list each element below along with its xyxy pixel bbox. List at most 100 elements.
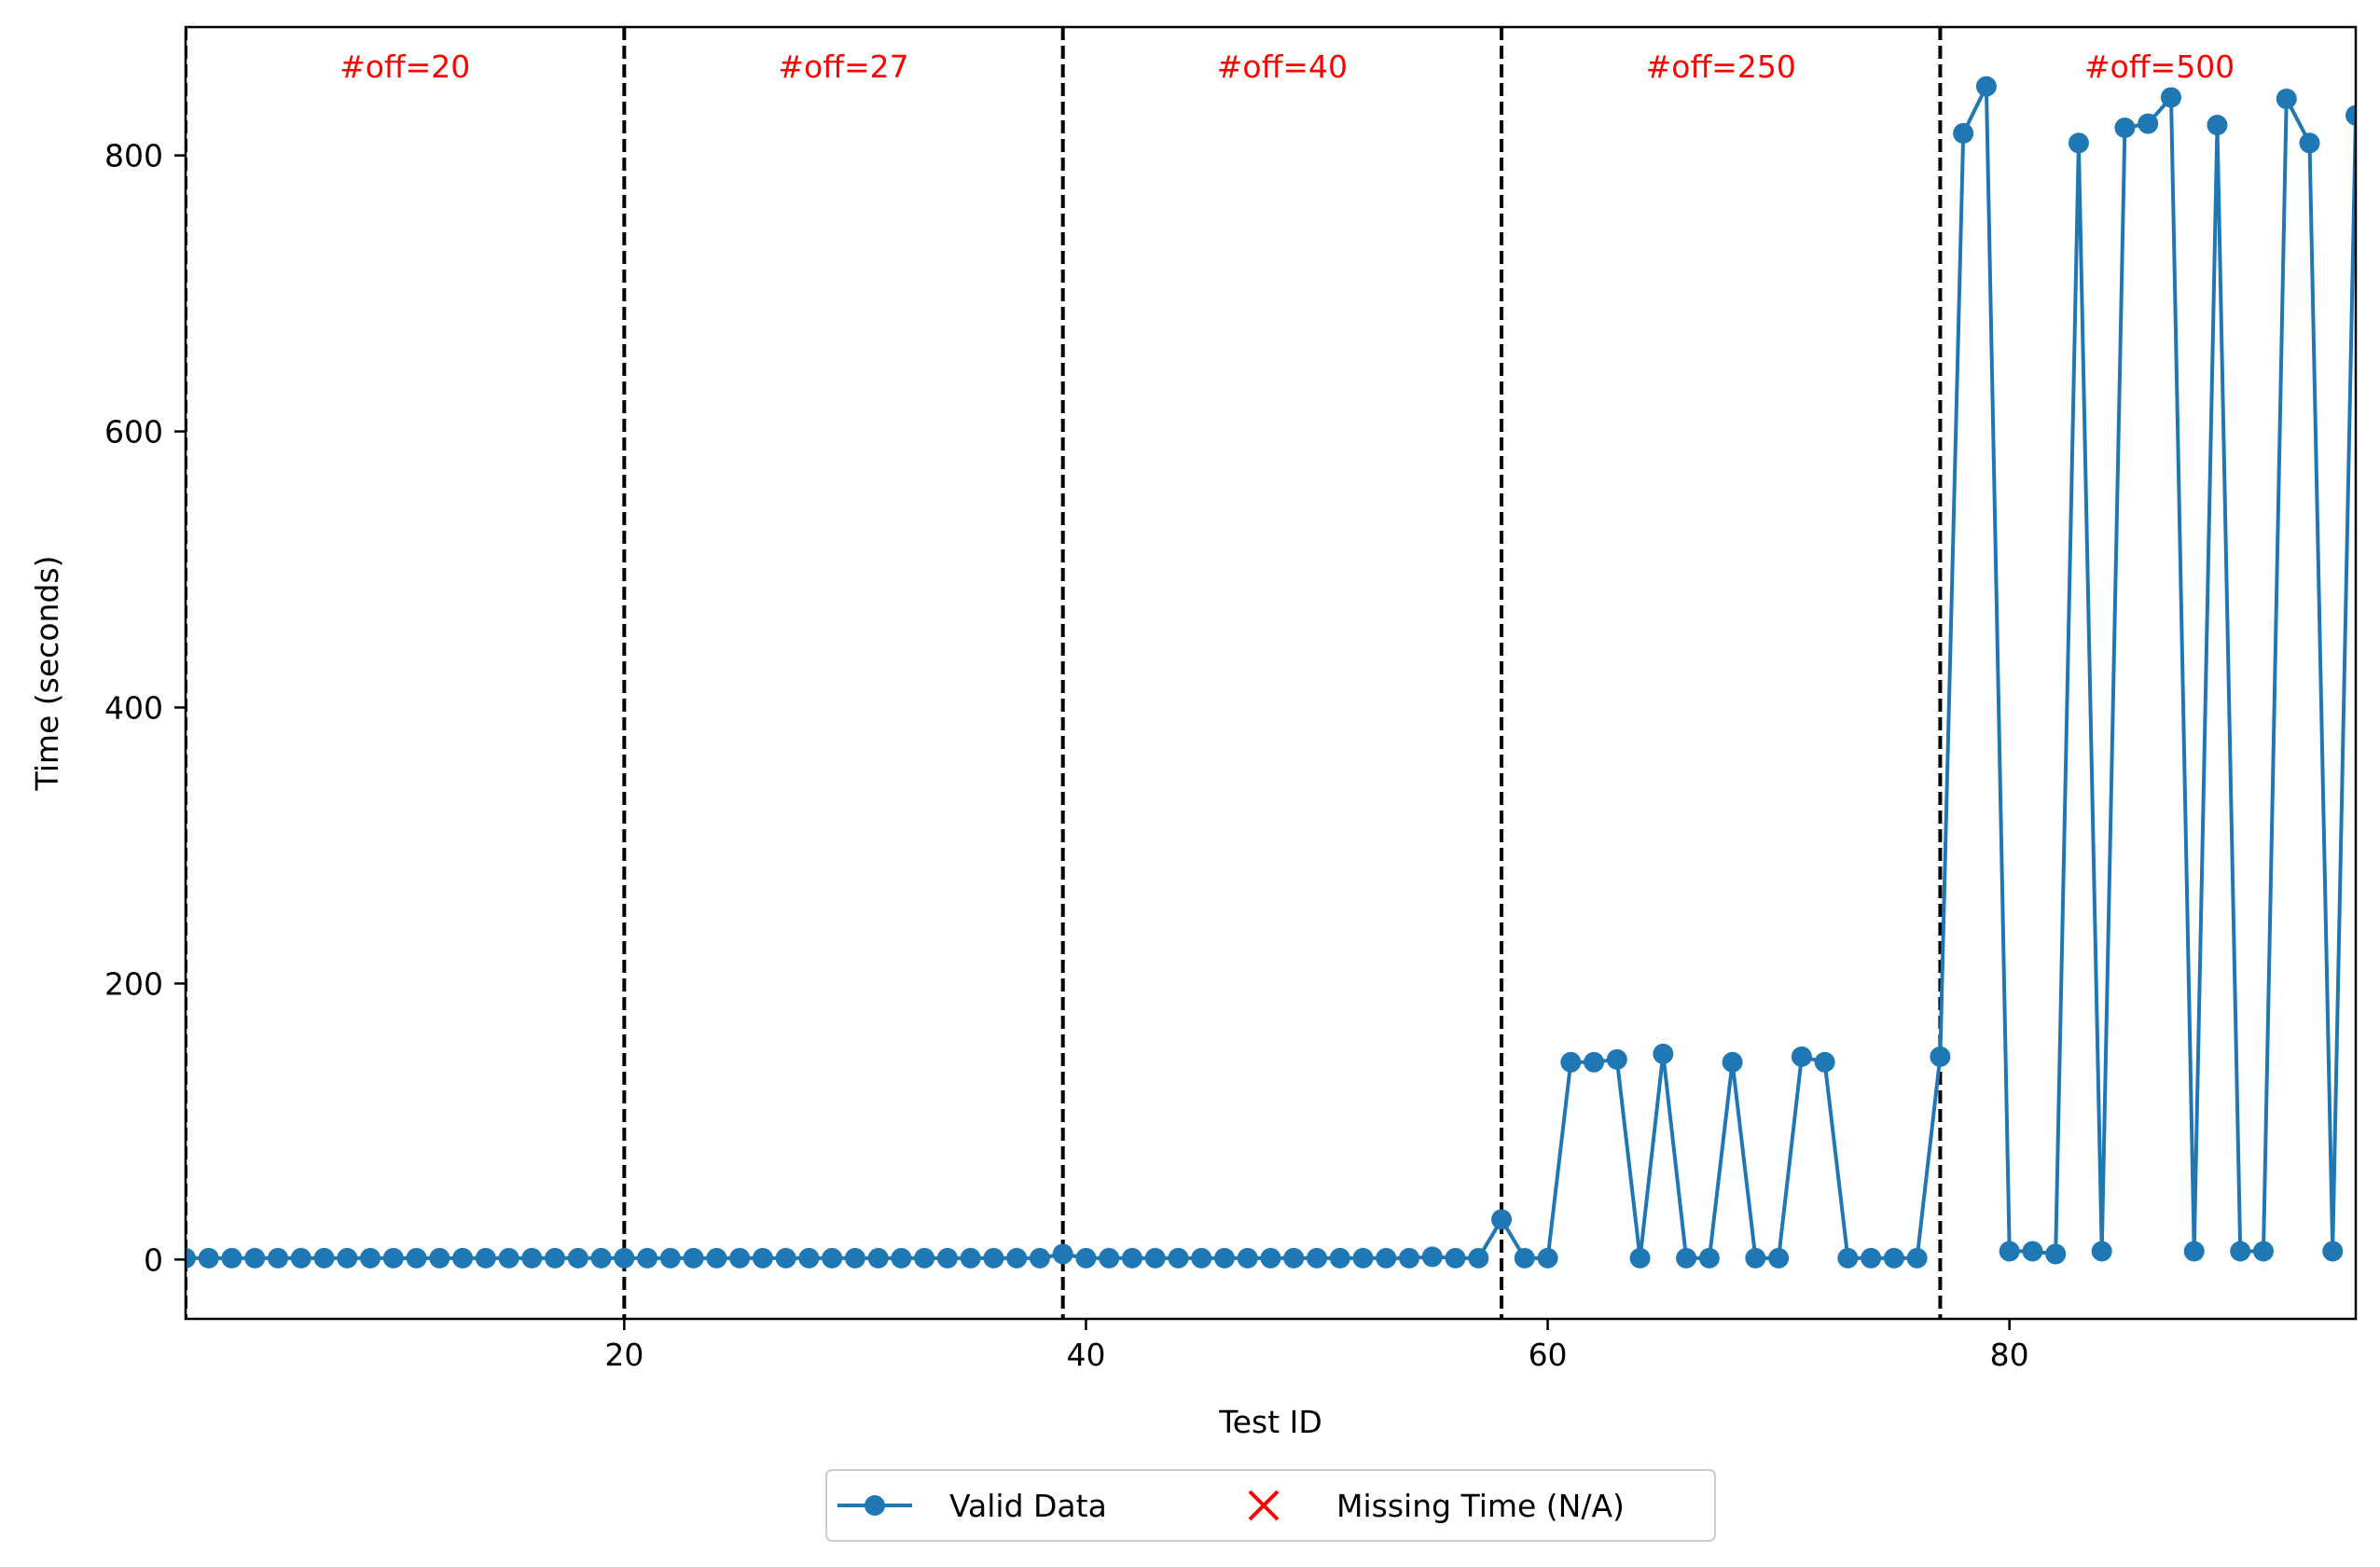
region-label: #off=500: [2084, 49, 2235, 85]
valid-data-point: [406, 1247, 427, 1269]
valid-data-point: [567, 1247, 588, 1269]
valid-data-point: [891, 1247, 912, 1269]
valid-data-point: [2183, 1241, 2205, 1262]
region-label: #off=27: [778, 49, 908, 85]
region-label: #off=40: [1217, 49, 1348, 85]
valid-data-point: [268, 1247, 289, 1269]
valid-data-point: [2252, 1241, 2274, 1262]
valid-data-point: [2160, 87, 2181, 108]
valid-data-point: [1213, 1247, 1235, 1269]
valid-data-point: [1399, 1247, 1420, 1269]
valid-data-point: [2299, 132, 2320, 154]
valid-data-point: [2345, 104, 2356, 126]
valid-data-point: [186, 1247, 196, 1269]
valid-data-point: [1814, 1051, 1835, 1073]
y-tick-label: 600: [104, 414, 163, 451]
valid-data-point: [590, 1247, 612, 1269]
valid-data-point: [1029, 1247, 1050, 1269]
valid-data-point: [1052, 1243, 1073, 1265]
valid-data-point: [1906, 1247, 1928, 1269]
y-axis: 0 200 400 600 800: [104, 138, 186, 1278]
valid-data-point: [1099, 1247, 1120, 1269]
region-label: #off=20: [339, 49, 470, 85]
valid-data-point: [775, 1247, 796, 1269]
valid-data-point: [1953, 122, 1974, 144]
legend-box: [825, 1469, 1716, 1542]
valid-data-point: [1329, 1247, 1350, 1269]
valid-data-point: [1537, 1247, 1558, 1269]
valid-data-point: [659, 1247, 681, 1269]
valid-data-point: [1307, 1247, 1328, 1269]
valid-data-point: [960, 1247, 981, 1269]
valid-data-point: [360, 1247, 381, 1269]
x-tick-label: 60: [1529, 1337, 1568, 1373]
valid-data-point: [844, 1247, 865, 1269]
y-tick-label: 400: [104, 689, 163, 726]
valid-data-point: [1883, 1247, 1904, 1269]
valid-data-point: [798, 1247, 820, 1269]
plot-area: #off=20 #off=27 #off=40 #off=250 #off=500: [186, 27, 2356, 1319]
valid-data-point: [1629, 1247, 1651, 1269]
valid-data-point: [729, 1247, 751, 1269]
valid-data-point: [936, 1247, 958, 1269]
valid-data-point: [1930, 1046, 1951, 1067]
legend-valid-label: Valid Data: [949, 1488, 1107, 1524]
valid-data-point: [1260, 1247, 1281, 1269]
valid-data-point: [1191, 1247, 1212, 1269]
plot-inner: #off=20 #off=27 #off=40 #off=250 #off=500: [186, 27, 2356, 1319]
valid-data-point: [822, 1247, 843, 1269]
legend-valid-marker-icon: [865, 1495, 885, 1516]
valid-data-point: [614, 1247, 635, 1269]
valid-data-point: [545, 1247, 566, 1269]
valid-data-point: [752, 1247, 773, 1269]
valid-data-point: [2230, 1241, 2251, 1262]
valid-data-point: [1468, 1247, 1489, 1269]
valid-data-point: [2138, 113, 2159, 134]
valid-data-point: [1075, 1247, 1097, 1269]
valid-data-point: [1606, 1048, 1627, 1070]
valid-data-point: [1006, 1247, 1028, 1269]
x-tick-label: 40: [1066, 1337, 1105, 1373]
valid-data-point: [867, 1247, 889, 1269]
valid-data-point: [1376, 1247, 1397, 1269]
valid-data-point: [914, 1247, 935, 1269]
y-axis-label: Time (seconds): [29, 556, 65, 792]
valid-data-point: [1653, 1043, 1674, 1064]
x-axis-label: Test ID: [1218, 1404, 1322, 1440]
valid-data-point: [2091, 1241, 2112, 1262]
valid-data-point: [498, 1247, 519, 1269]
valid-data-point: [1445, 1247, 1466, 1269]
x-tick-label: 80: [1990, 1337, 2029, 1373]
valid-data-point: [637, 1247, 658, 1269]
valid-data-point: [1698, 1247, 1720, 1269]
valid-data-point: [683, 1247, 704, 1269]
valid-data-point: [2322, 1241, 2344, 1262]
valid-data-point: [1676, 1247, 1697, 1269]
valid-data-point: [1791, 1046, 1812, 1067]
valid-data-point: [313, 1247, 335, 1269]
valid-data-point: [1837, 1247, 1859, 1269]
valid-data-point: [1861, 1247, 1882, 1269]
valid-data-point: [1168, 1247, 1189, 1269]
x-tick-label: 20: [604, 1337, 643, 1373]
plot-frame: [184, 25, 2358, 1321]
valid-data-point: [475, 1247, 496, 1269]
valid-data-point: [1722, 1051, 1743, 1073]
valid-data-point: [382, 1247, 404, 1269]
valid-data-point: [2114, 118, 2136, 139]
legend: Valid Data Missing Time (N/A): [825, 1469, 1716, 1542]
valid-data-point: [1768, 1247, 1790, 1269]
valid-data-point: [1421, 1246, 1443, 1268]
valid-data-point: [221, 1247, 242, 1269]
valid-data-point: [2022, 1241, 2043, 1262]
valid-data-point: [1975, 76, 1997, 97]
valid-data-point: [452, 1247, 474, 1269]
valid-data-point: [1514, 1247, 1535, 1269]
valid-data-point: [1237, 1247, 1258, 1269]
valid-data-point: [2068, 132, 2089, 154]
y-tick-label: 200: [104, 965, 163, 1002]
valid-data-point: [1121, 1247, 1142, 1269]
valid-data-point: [1144, 1247, 1166, 1269]
valid-data-point: [198, 1247, 219, 1269]
